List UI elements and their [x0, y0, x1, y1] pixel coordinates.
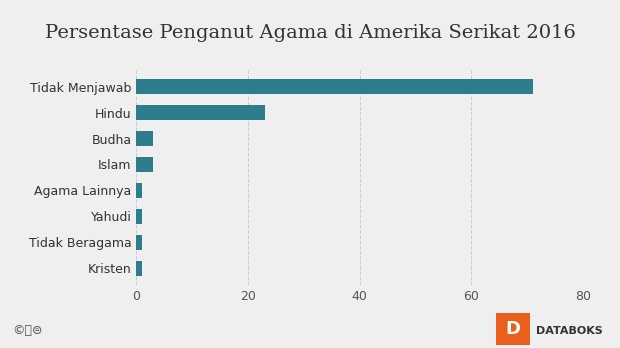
- Bar: [136, 235, 142, 250]
- Bar: [136, 157, 153, 172]
- Bar: [136, 183, 142, 198]
- Text: D: D: [505, 320, 521, 338]
- Bar: [136, 105, 265, 120]
- Bar: [136, 261, 142, 276]
- Text: ©ⓘ⊜: ©ⓘ⊜: [12, 324, 43, 337]
- Bar: [136, 209, 142, 224]
- Bar: [136, 131, 153, 146]
- Text: DATABOKS: DATABOKS: [536, 326, 603, 335]
- Bar: [136, 79, 533, 94]
- Text: Persentase Penganut Agama di Amerika Serikat 2016: Persentase Penganut Agama di Amerika Ser…: [45, 24, 575, 42]
